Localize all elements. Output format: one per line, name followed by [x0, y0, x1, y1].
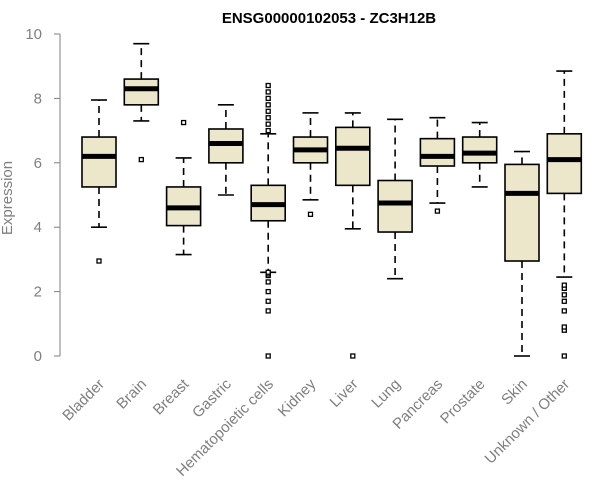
y-tick-label: 2 — [34, 284, 42, 301]
y-tick-label: 0 — [34, 348, 42, 365]
box-group — [334, 112, 371, 359]
outlier-point — [561, 308, 567, 314]
y-tick-label: 4 — [34, 219, 42, 236]
outlier-point — [265, 108, 271, 114]
y-tick-label: 6 — [34, 155, 42, 172]
y-tick-label: 8 — [34, 90, 42, 107]
outlier-point — [561, 324, 567, 330]
outlier-point — [561, 282, 567, 288]
box-group — [419, 116, 456, 214]
box-group — [123, 42, 160, 163]
x-tick-label: Liver — [327, 376, 362, 411]
x-tick-label: Brain — [113, 376, 150, 413]
box — [123, 78, 160, 106]
box-group — [208, 104, 244, 196]
outlier-point — [561, 353, 567, 359]
box — [81, 136, 117, 188]
box-group — [165, 119, 202, 256]
outlier-point — [265, 82, 271, 89]
outlier-point — [265, 298, 271, 304]
outlier-point — [265, 269, 271, 275]
outlier-point — [265, 308, 271, 314]
box-group — [546, 70, 583, 359]
outlier-point — [561, 292, 567, 298]
y-tick-label: 10 — [25, 26, 42, 43]
outlier-point — [265, 127, 271, 134]
outlier-point — [265, 89, 271, 95]
outlier-point — [265, 279, 271, 285]
x-tick-label: Lung — [368, 376, 404, 412]
boxes — [81, 42, 583, 359]
x-tick-label: Breast — [150, 375, 193, 418]
x-tick-label: Bladder — [59, 376, 108, 425]
box — [419, 137, 456, 167]
outlier-point — [265, 102, 271, 108]
box — [461, 136, 498, 164]
y-axis-title: Expression — [0, 161, 16, 235]
outlier-point — [265, 95, 271, 102]
outlier-point — [265, 353, 271, 359]
outlier-point — [350, 353, 356, 359]
y-axis: 0 2 4 6 8 10 — [25, 26, 61, 365]
x-tick-label: Kidney — [275, 375, 320, 420]
box-group — [292, 112, 329, 217]
outlier-point — [180, 119, 187, 126]
box-group — [250, 82, 286, 359]
outlier-point — [138, 156, 144, 163]
outlier-point — [265, 121, 271, 127]
box-group — [461, 121, 498, 188]
box — [334, 126, 371, 187]
outlier-point — [265, 115, 271, 121]
outlier-point — [434, 208, 441, 214]
x-tick-label: Prostate — [437, 376, 489, 428]
outlier-point — [96, 258, 102, 264]
box — [504, 163, 540, 262]
box-group — [504, 150, 540, 357]
box-group — [81, 99, 117, 264]
chart-title: ENSG00000102053 - ZC3H12B — [222, 10, 436, 27]
box — [546, 133, 583, 195]
box — [377, 179, 413, 233]
box-group — [377, 118, 413, 280]
outlier-point — [307, 211, 314, 217]
x-tick-label: Skin — [498, 376, 531, 409]
outlier-point — [265, 288, 271, 295]
outlier-point — [561, 298, 567, 304]
